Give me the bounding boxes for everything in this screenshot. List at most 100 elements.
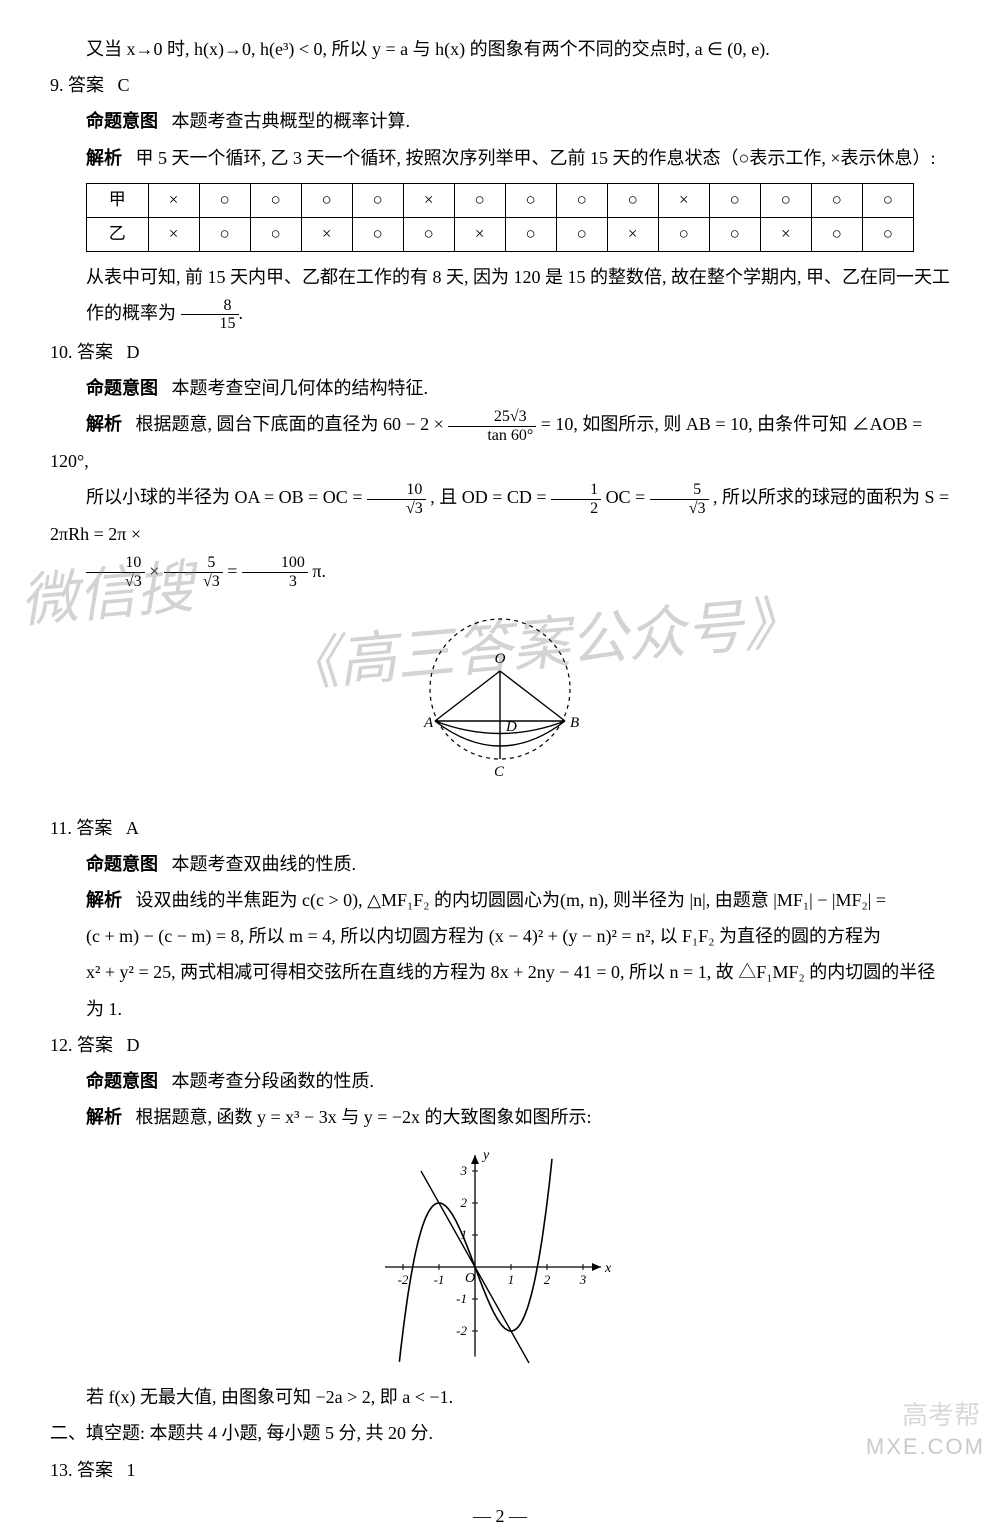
cell: ○ [199,183,250,217]
denominator: √3 [650,500,709,518]
chart-svg: -2-1123-2-1123Oxy [355,1142,645,1367]
denominator: tan 60° [448,427,536,445]
body-text: 所以小球的半径为 OA = OB = OC = 10 √3 , 且 OD = C… [50,480,950,551]
cell: ○ [862,183,913,217]
body-text: 设双曲线的半焦距为 c(c > 0), △MF₁F₂ 的内切圆圆心为(m, n)… [136,890,887,910]
function-graph: -2-1123-2-1123Oxy [50,1142,950,1372]
answer-line: 13. 答案 1 [50,1453,950,1487]
svg-text:-1: -1 [434,1272,445,1287]
svg-text:2: 2 [544,1272,551,1287]
body-text: 根据题意, 圆台下底面的直径为 60 − 2 × [136,414,444,434]
answer-label: 10. 答案 [50,342,113,362]
body-text: 若 f(x) 无最大值, 由图象可知 −2a > 2, 即 a < −1. [50,1380,950,1414]
analysis-line: 解析 甲 5 天一个循环, 乙 3 天一个循环, 按照次序列举甲、乙前 15 天… [50,141,950,175]
cell: × [454,217,505,251]
answer-label: 13. 答案 [50,1460,113,1480]
analysis-text: 甲 5 天一个循环, 乙 3 天一个循环, 按照次序列举甲、乙前 15 天的作息… [136,148,936,168]
denominator: √3 [164,573,223,591]
body-text: 为 1. [50,992,950,1026]
analysis-label: 解析 [86,148,122,168]
numerator: 100 [242,554,308,573]
label-B: B [570,715,579,731]
intent-line: 命题意图 本题考查双曲线的性质. [50,847,950,881]
svg-text:3: 3 [579,1272,587,1287]
intent-label: 命题意图 [86,111,158,131]
label-D: D [505,719,517,735]
label-C: C [494,764,505,780]
cell: ○ [556,183,607,217]
cell: × [403,183,454,217]
analysis-label: 解析 [86,414,122,434]
intent-label: 命题意图 [86,378,158,398]
cell: ○ [760,183,811,217]
body-text: x² + y² = 25, 两式相减可得相交弦所在直线的方程为 8x + 2ny… [50,955,950,989]
fraction: 1 2 [551,481,601,517]
cell: × [607,217,658,251]
cell: ○ [352,217,403,251]
intent-text: 本题考查分段函数的性质. [172,1071,375,1091]
pi: π. [312,561,326,581]
fraction: 5 √3 [650,481,709,517]
svg-text:1: 1 [508,1272,515,1287]
answer-value: D [127,1035,140,1055]
numerator: 1 [551,481,601,500]
body-text: OC = [606,487,646,507]
answer-value: D [127,342,140,362]
body-text: 作的概率为 8 15 . [50,296,950,333]
svg-text:y: y [481,1148,490,1163]
fraction: 10 √3 [367,481,426,517]
cell: ○ [505,217,556,251]
geometry-diagram: O A B D C [50,601,950,801]
body-text: 从表中可知, 前 15 天内甲、乙都在工作的有 8 天, 因为 120 是 15… [50,260,950,294]
fraction: 5 √3 [164,554,223,590]
analysis-line: 解析 根据题意, 圆台下底面的直径为 60 − 2 × 25√3 tan 60°… [50,407,950,478]
intent-label: 命题意图 [86,854,158,874]
intent-label: 命题意图 [86,1071,158,1091]
cell: ○ [352,183,403,217]
cell: ○ [199,217,250,251]
intent-line: 命题意图 本题考查空间几何体的结构特征. [50,371,950,405]
cell: ○ [862,217,913,251]
cell: ○ [607,183,658,217]
cell: ○ [454,183,505,217]
cell: ○ [658,217,709,251]
numerator: 8 [181,297,239,316]
numerator: 10 [367,481,426,500]
intent-line: 命题意图 本题考查古典概型的概率计算. [50,104,950,138]
denominator: 15 [181,315,239,333]
cell: × [148,217,199,251]
answer-line: 12. 答案 D [50,1028,950,1062]
intent-text: 本题考查古典概型的概率计算. [172,111,411,131]
denominator: √3 [367,500,426,518]
cell: ○ [301,183,352,217]
schedule-table: 甲 × ○ ○ ○ ○ × ○ ○ ○ ○ × ○ ○ ○ ○ 乙 × ○ ○ … [86,183,914,252]
numerator: 25√3 [448,408,536,427]
corner-watermark: MXE.COM [866,1426,985,1468]
page-number: — 2 — [50,1499,950,1533]
answer-value: A [126,818,139,838]
answer-value: C [118,75,130,95]
numerator: 5 [650,481,709,500]
numerator: 5 [164,554,223,573]
cell: × [658,183,709,217]
fraction: 25√3 tan 60° [448,408,536,444]
svg-text:-1: -1 [456,1291,467,1306]
body-text: 所以小球的半径为 OA = OB = OC = [86,487,362,507]
cell: ○ [250,217,301,251]
cell: ○ [709,183,760,217]
answer-value: 1 [127,1460,136,1480]
row-header: 甲 [87,183,149,217]
svg-text:-2: -2 [456,1323,467,1338]
cell: ○ [403,217,454,251]
body-text: , 且 OD = CD = [430,487,546,507]
sphere-diagram-svg: O A B D C [390,601,610,791]
label-A: A [423,715,434,731]
table-row: 乙 × ○ ○ × ○ ○ × ○ ○ × ○ ○ × ○ ○ [87,217,914,251]
cell: × [760,217,811,251]
denominator: 2 [551,500,601,518]
cell: ○ [709,217,760,251]
cell: ○ [811,183,862,217]
body-text: 根据题意, 函数 y = x³ − 3x 与 y = −2x 的大致图象如图所示… [136,1107,592,1127]
section-heading: 二、填空题: 本题共 4 小题, 每小题 5 分, 共 20 分. [50,1416,950,1450]
answer-label: 11. 答案 [50,818,112,838]
